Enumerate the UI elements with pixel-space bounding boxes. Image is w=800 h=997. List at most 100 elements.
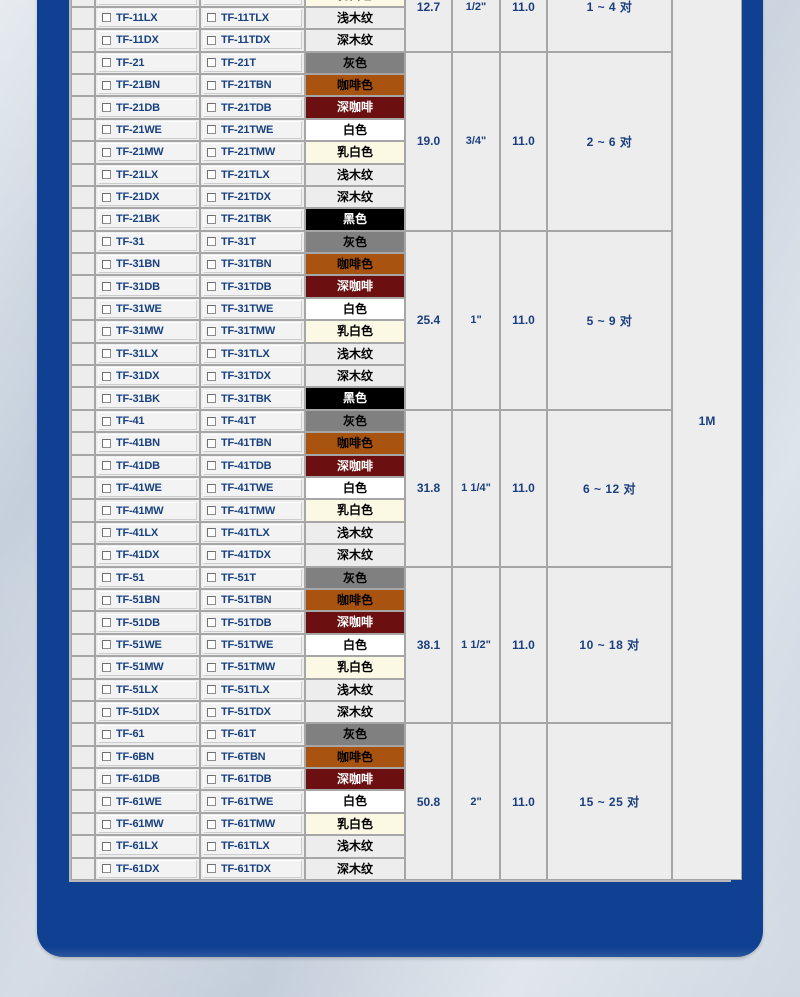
tee-code-cell[interactable]: TF-51TBN [200, 588, 305, 612]
code-box[interactable]: TF-31TWE [203, 300, 302, 319]
code-box[interactable]: TF-51TDX [203, 703, 302, 722]
tee-code-cell[interactable]: TF-11TMW [200, 0, 305, 7]
checkbox-icon[interactable] [207, 595, 216, 605]
code-box[interactable]: TF-61DB [98, 770, 197, 789]
tee-code-cell[interactable]: TF-51T [200, 566, 305, 589]
checkbox-icon[interactable] [102, 103, 111, 113]
checkbox-icon[interactable] [207, 729, 216, 739]
checkbox-icon[interactable] [102, 618, 111, 628]
checkbox-icon[interactable] [207, 752, 216, 762]
code-box[interactable]: TF-61TMW [203, 815, 302, 834]
code-box[interactable]: TF-6BN [98, 747, 197, 766]
code-box[interactable]: TF-11LX [98, 8, 197, 27]
tee-code-cell[interactable]: TF-51TDX [200, 700, 305, 724]
checkbox-icon[interactable] [207, 394, 216, 404]
checkbox-icon[interactable] [102, 214, 111, 224]
code-box[interactable]: TF-21BK [98, 210, 197, 229]
tee-code-cell[interactable]: TF-51TWE [200, 633, 305, 657]
tee-code-cell[interactable]: TF-31TDB [200, 275, 305, 298]
tee-code-cell[interactable]: TF-21TBN [200, 73, 305, 97]
checkbox-icon[interactable] [102, 35, 111, 45]
checkbox-icon[interactable] [207, 841, 216, 851]
checkbox-icon[interactable] [102, 729, 111, 739]
tee-code-cell[interactable]: TF-61TLX [200, 835, 305, 858]
product-code-cell[interactable]: TF-51WE [95, 633, 200, 657]
product-code-cell[interactable]: TF-21DB [95, 96, 200, 119]
product-code-cell[interactable]: TF-61MW [95, 812, 200, 836]
tee-code-cell[interactable]: TF-61TMW [200, 812, 305, 836]
code-box[interactable]: TF-61 [98, 725, 197, 744]
tee-code-cell[interactable]: TF-31TWE [200, 297, 305, 321]
code-box[interactable]: TF-51TMW [203, 658, 302, 677]
code-box[interactable]: TF-41TWE [203, 479, 302, 498]
code-box[interactable]: TF-51T [203, 568, 302, 587]
code-box[interactable]: TF-21TLX [203, 165, 302, 184]
code-box[interactable]: TF-11TMW [203, 0, 302, 5]
product-code-cell[interactable]: TF-41DB [95, 454, 200, 477]
checkbox-icon[interactable] [102, 864, 111, 874]
product-code-cell[interactable]: TF-31LX [95, 342, 200, 366]
product-code-cell[interactable]: TF-51 [95, 566, 200, 589]
checkbox-icon[interactable] [102, 125, 111, 135]
checkbox-icon[interactable] [207, 864, 216, 874]
checkbox-icon[interactable] [207, 304, 216, 314]
tee-code-cell[interactable]: TF-6TBN [200, 745, 305, 769]
code-box[interactable]: TF-51WE [98, 635, 197, 654]
checkbox-icon[interactable] [102, 326, 111, 336]
checkbox-icon[interactable] [207, 326, 216, 336]
product-code-cell[interactable]: TF-61DX [95, 857, 200, 881]
tee-code-cell[interactable]: TF-41TWE [200, 476, 305, 500]
product-code-cell[interactable]: TF-11MW [95, 0, 200, 7]
checkbox-icon[interactable] [102, 192, 111, 202]
checkbox-icon[interactable] [102, 528, 111, 538]
checkbox-icon[interactable] [102, 774, 111, 784]
checkbox-icon[interactable] [102, 13, 111, 23]
checkbox-icon[interactable] [102, 797, 111, 807]
checkbox-icon[interactable] [102, 841, 111, 851]
code-box[interactable]: TF-6TBN [203, 747, 302, 766]
tee-code-cell[interactable]: TF-21TBK [200, 208, 305, 231]
product-code-cell[interactable]: TF-41 [95, 409, 200, 433]
code-box[interactable]: TF-31TDB [203, 277, 302, 296]
checkbox-icon[interactable] [207, 774, 216, 784]
checkbox-icon[interactable] [207, 192, 216, 202]
tee-code-cell[interactable]: TF-21TMW [200, 141, 305, 164]
tee-code-cell[interactable]: TF-41TBN [200, 432, 305, 455]
product-code-cell[interactable]: TF-31 [95, 230, 200, 254]
code-box[interactable]: TF-41TBN [203, 434, 302, 453]
code-box[interactable]: TF-41BN [98, 434, 197, 453]
checkbox-icon[interactable] [207, 416, 216, 426]
tee-code-cell[interactable]: TF-61TDX [200, 857, 305, 881]
code-box[interactable]: TF-51DB [98, 613, 197, 632]
code-box[interactable]: TF-21TBN [203, 76, 302, 95]
product-code-cell[interactable]: TF-11LX [95, 6, 200, 30]
code-box[interactable]: TF-41TMW [203, 501, 302, 520]
code-box[interactable]: TF-61T [203, 725, 302, 744]
product-code-cell[interactable]: TF-11DX [95, 29, 200, 52]
code-box[interactable]: TF-21TMW [203, 143, 302, 162]
code-box[interactable]: TF-61DX [98, 859, 197, 878]
checkbox-icon[interactable] [102, 349, 111, 359]
product-code-cell[interactable]: TF-21 [95, 51, 200, 74]
checkbox-icon[interactable] [207, 80, 216, 90]
product-code-cell[interactable]: TF-51DB [95, 611, 200, 634]
checkbox-icon[interactable] [102, 259, 111, 269]
checkbox-icon[interactable] [102, 573, 111, 583]
tee-code-cell[interactable]: TF-41T [200, 409, 305, 433]
product-code-cell[interactable]: TF-21WE [95, 118, 200, 142]
tee-code-cell[interactable]: TF-61TWE [200, 790, 305, 813]
code-box[interactable]: TF-21TBK [203, 210, 302, 229]
code-box[interactable]: TF-61LX [98, 837, 197, 856]
code-box[interactable]: TF-21 [98, 53, 197, 72]
checkbox-icon[interactable] [102, 282, 111, 292]
code-box[interactable]: TF-61WE [98, 792, 197, 811]
product-code-cell[interactable]: TF-51DX [95, 700, 200, 724]
code-box[interactable]: TF-41TDX [203, 546, 302, 565]
product-code-cell[interactable]: TF-51BN [95, 588, 200, 612]
product-code-cell[interactable]: TF-31DX [95, 365, 200, 388]
code-box[interactable]: TF-21WE [98, 120, 197, 139]
tee-code-cell[interactable]: TF-31TBN [200, 253, 305, 276]
product-code-cell[interactable]: TF-31BK [95, 387, 200, 410]
checkbox-icon[interactable] [207, 438, 216, 448]
code-box[interactable]: TF-61TLX [203, 837, 302, 856]
